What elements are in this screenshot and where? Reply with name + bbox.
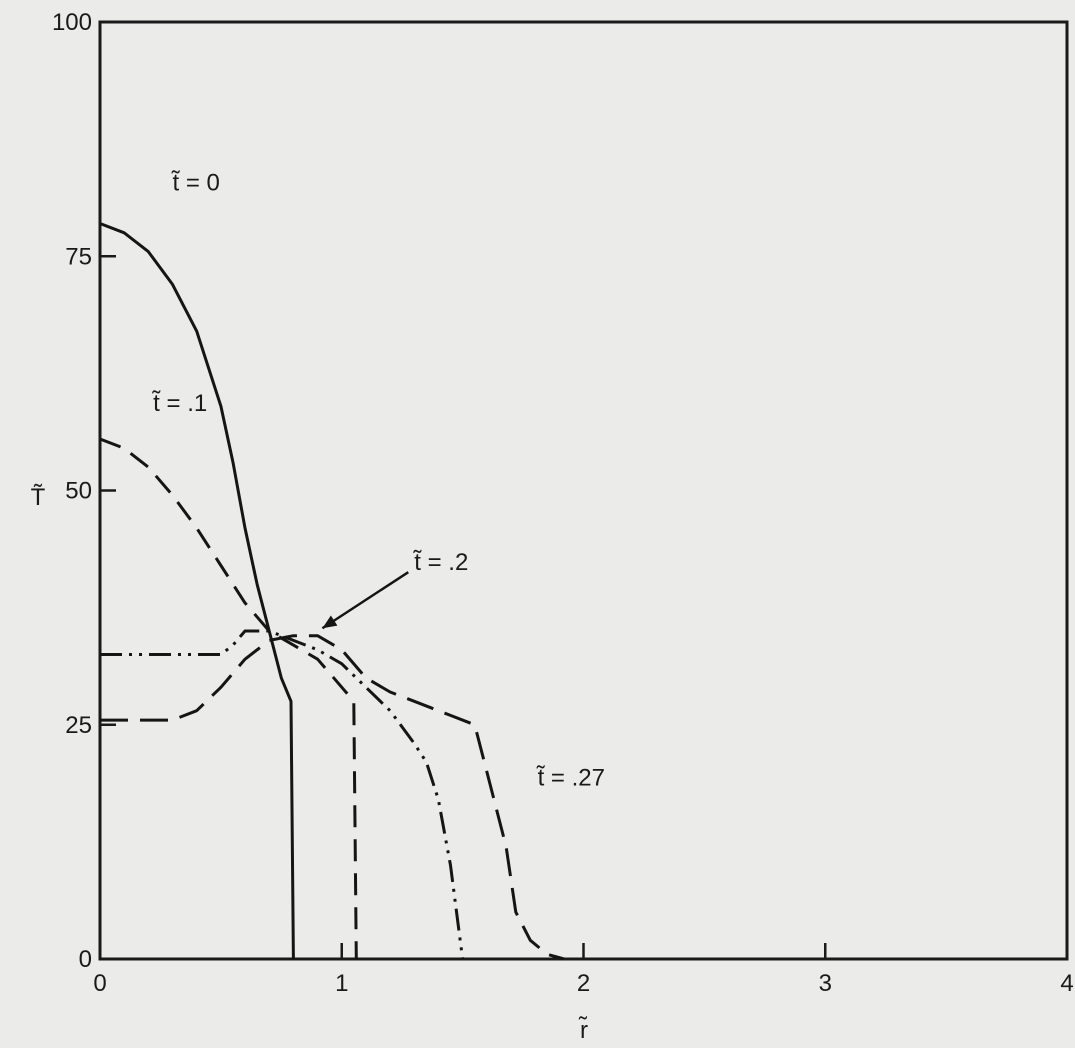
series-label-3: t̃ = .27 [536,765,605,792]
x-tick-label: 1 [335,970,348,997]
y-tick-label: 0 [79,946,92,973]
x-axis-label: r̃ [578,1017,588,1044]
y-tick-label: 75 [65,243,92,270]
y-tick-label: 100 [52,9,92,36]
series-line-2 [100,629,465,960]
series-annotations: t̃ = 0 t̃ = .1 t̃ = .2 t̃ = .27 [151,170,605,792]
axis-ticks [98,20,1069,961]
series-label-0: t̃ = 0 [171,170,220,197]
y-tick-label: 50 [65,478,92,505]
series-line-3 [100,634,565,961]
annotation-arrowhead [322,615,338,629]
y-axis-label: T̃ [31,484,46,511]
x-tick-label: 4 [1060,970,1073,997]
series-label-2: t̃ = .2 [412,549,468,576]
y-tick-label: 25 [65,712,92,739]
annotation-arrow [321,571,409,630]
plot-frame [98,20,1069,961]
axis-tick-labels: 0 1 2 3 4 0 25 50 75 100 [52,9,1074,997]
x-tick-label: 0 [93,970,106,997]
x-tick-label: 3 [819,970,832,997]
series-lines [99,222,565,961]
x-tick-label: 2 [577,970,590,997]
series-label-1: t̃ = .1 [151,390,207,417]
series-line-0 [99,222,295,960]
series-line-1 [99,437,358,960]
